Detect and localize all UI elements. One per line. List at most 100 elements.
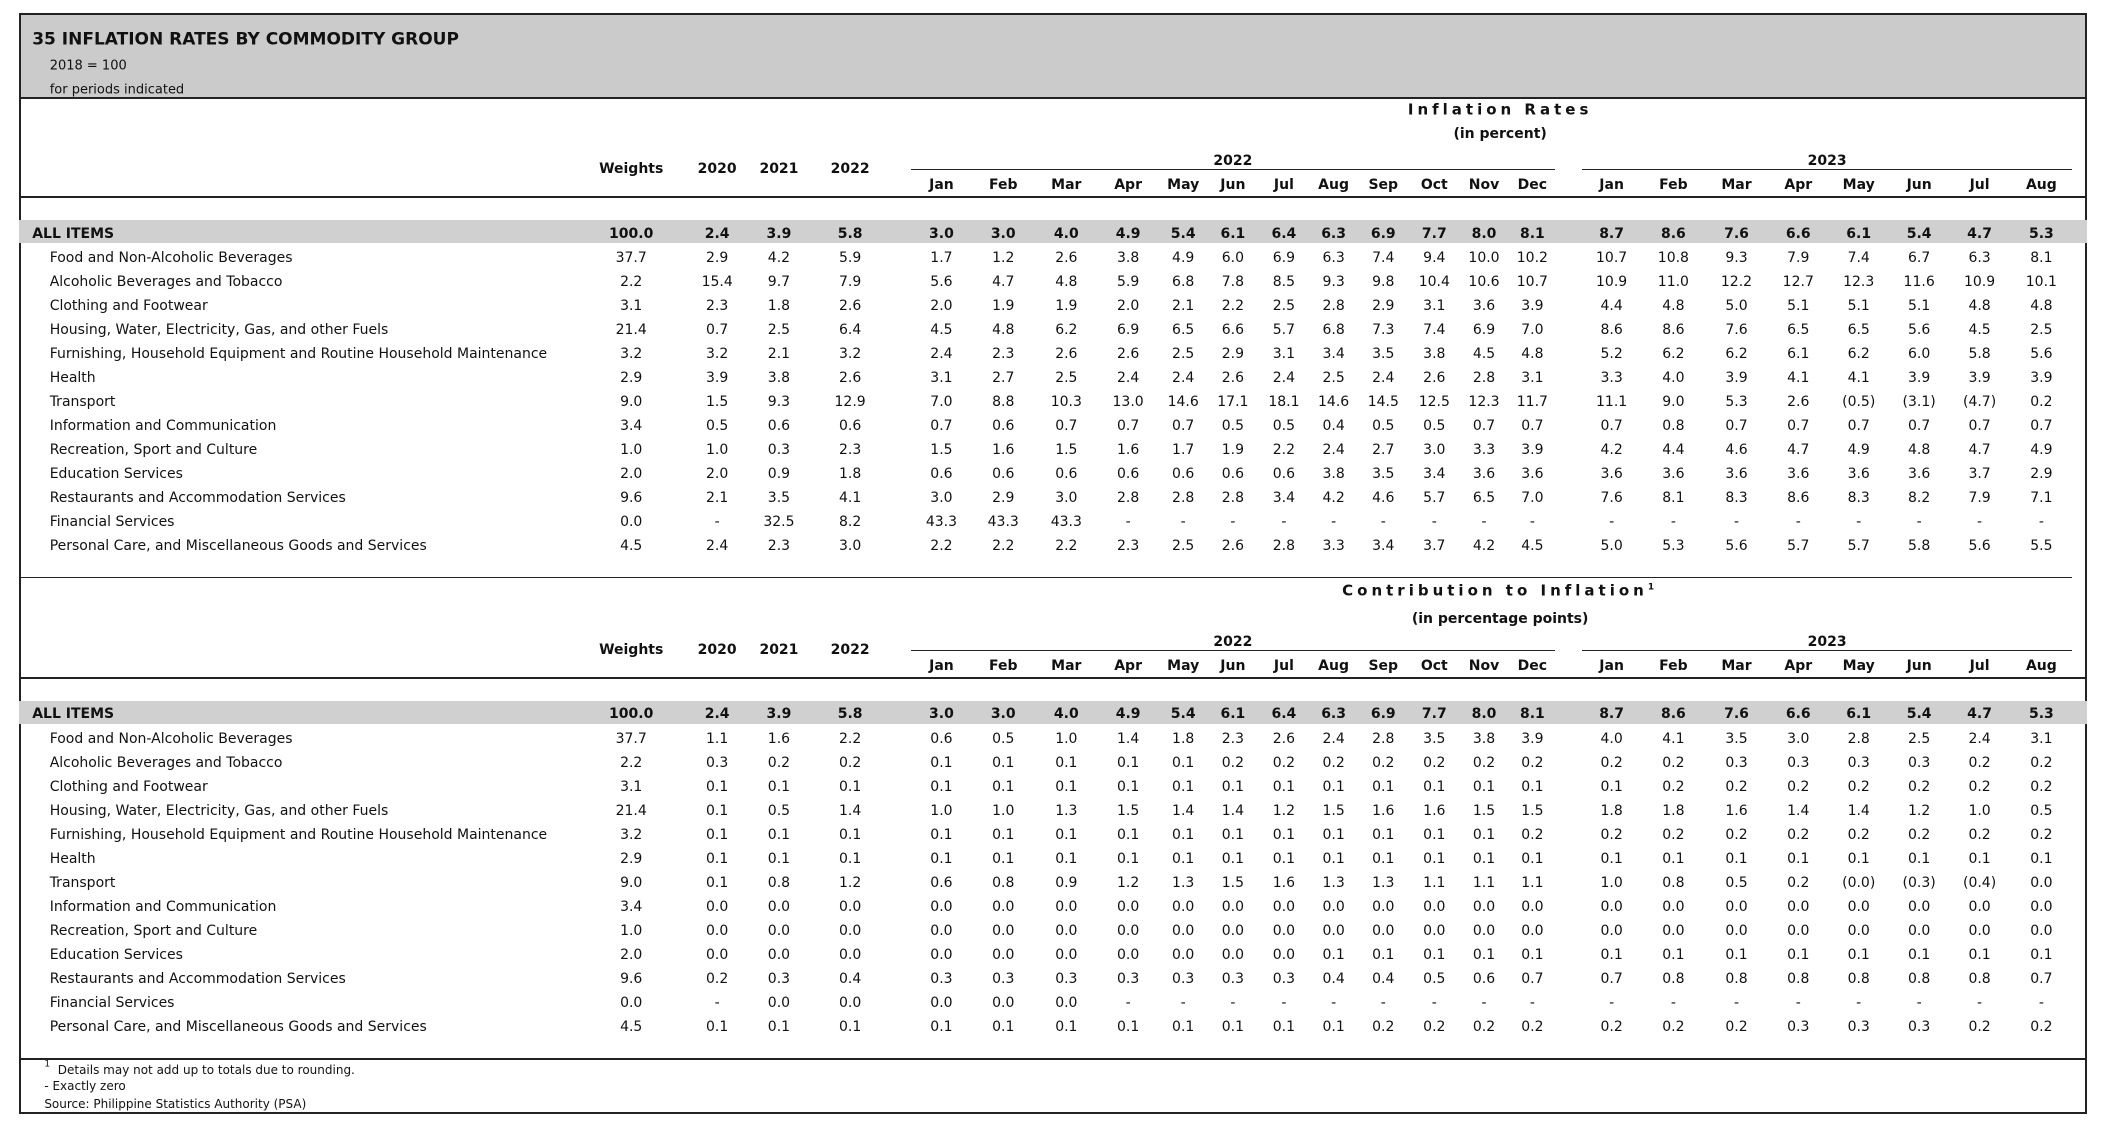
border-left bbox=[19, 13, 21, 1114]
cell: 0.3 bbox=[706, 754, 729, 771]
cell: 1.5 bbox=[1221, 874, 1244, 891]
cell: 6.0 bbox=[1908, 345, 1931, 362]
cell: 0.6 bbox=[1272, 466, 1296, 483]
cell: 0.0 bbox=[930, 946, 953, 963]
cell: 0.0 bbox=[2030, 898, 2053, 915]
cell: 0.1 bbox=[2030, 850, 2053, 867]
cell: 2.4 bbox=[1172, 369, 1195, 386]
cell: 6.2 bbox=[1847, 345, 1870, 362]
cell: - bbox=[1331, 994, 1337, 1011]
cell: 7.4 bbox=[1423, 321, 1446, 338]
cell: 43.3 bbox=[987, 514, 1019, 531]
cell: - bbox=[1481, 514, 1487, 531]
cell: 2.8 bbox=[1847, 730, 1870, 747]
year-rule bbox=[1582, 650, 2073, 651]
cell: 0.3 bbox=[1908, 1018, 1931, 1035]
cell: 0.1 bbox=[1600, 850, 1623, 867]
cell: 14.5 bbox=[1367, 393, 1399, 410]
cell: 10.6 bbox=[1468, 273, 1500, 290]
cell: 0.1 bbox=[706, 874, 729, 891]
footnote-mark: 1 bbox=[44, 1059, 51, 1070]
cell: 0.6 bbox=[1055, 466, 1078, 483]
month-head: Nov bbox=[1468, 658, 1500, 675]
cell: 0.1 bbox=[1322, 1018, 1345, 1035]
cell: 4.8 bbox=[1521, 345, 1544, 362]
cell: 100.0 bbox=[609, 225, 654, 242]
cell: 0.8 bbox=[1725, 970, 1748, 987]
cell: 8.0 bbox=[1471, 225, 1497, 242]
cell: 37.7 bbox=[615, 249, 647, 266]
cell: 2.5 bbox=[1172, 345, 1195, 362]
column-head: 2020 bbox=[697, 642, 737, 658]
cell: 2.3 bbox=[706, 297, 729, 314]
month-head: Apr bbox=[1784, 177, 1813, 194]
cell: 10.9 bbox=[1596, 273, 1628, 290]
cell: 1.1 bbox=[1521, 874, 1544, 891]
cell: 3.1 bbox=[620, 778, 643, 795]
cell: 6.9 bbox=[1116, 321, 1140, 338]
cell: 5.1 bbox=[1908, 297, 1931, 314]
cell: 3.6 bbox=[1662, 466, 1685, 483]
cell: 0.0 bbox=[1055, 994, 1078, 1011]
table-title: 35 INFLATION RATES BY COMMODITY GROUP bbox=[32, 29, 459, 50]
cell: 4.8 bbox=[1968, 297, 1991, 314]
cell: 1.9 bbox=[1221, 442, 1244, 459]
cell: 6.1 bbox=[1787, 345, 1810, 362]
cell: 0.1 bbox=[1662, 850, 1685, 867]
cell: 0.3 bbox=[1847, 1018, 1870, 1035]
cell: 0.1 bbox=[1055, 826, 1078, 843]
cell: 0.1 bbox=[1847, 946, 1870, 963]
cell: 7.4 bbox=[1847, 249, 1870, 266]
cell: 0.2 bbox=[1847, 778, 1870, 795]
cell: 1.3 bbox=[1055, 802, 1078, 819]
cell: 6.8 bbox=[1322, 321, 1345, 338]
cell: 0.1 bbox=[1968, 946, 1991, 963]
cell: 0.2 bbox=[1600, 1018, 1623, 1035]
cell: 1.6 bbox=[1423, 802, 1446, 819]
cell: 1.7 bbox=[930, 249, 953, 266]
column-head: 2020 bbox=[697, 161, 737, 178]
header-band bbox=[19, 14, 2087, 98]
cell: 5.8 bbox=[837, 225, 863, 242]
cell: 6.1 bbox=[1846, 706, 1872, 723]
cell: 0.0 bbox=[1600, 898, 1623, 915]
cell: 3.5 bbox=[767, 490, 791, 507]
cell: 1.9 bbox=[1055, 297, 1078, 314]
cell: 4.2 bbox=[1472, 538, 1496, 555]
cell: 7.6 bbox=[1725, 321, 1748, 338]
row-label: Personal Care, and Miscellaneous Goods a… bbox=[49, 538, 427, 555]
month-head: Mar bbox=[1051, 177, 1082, 194]
cell: 1.1 bbox=[1423, 874, 1446, 891]
cell: 5.1 bbox=[1847, 297, 1870, 314]
cell: - bbox=[1856, 514, 1862, 531]
cell: 0.0 bbox=[1725, 922, 1748, 939]
cell: 4.9 bbox=[1115, 706, 1141, 723]
cell: 5.7 bbox=[1787, 538, 1810, 555]
cell: 3.9 bbox=[1521, 297, 1544, 314]
cell: 6.4 bbox=[1271, 225, 1297, 242]
cell: 4.7 bbox=[1968, 442, 1991, 459]
cell: 0.1 bbox=[1725, 946, 1748, 963]
month-head: Oct bbox=[1420, 177, 1448, 194]
cell: 2.4 bbox=[1116, 369, 1140, 386]
cell: 0.9 bbox=[1055, 874, 1078, 891]
month-head: Aug bbox=[2025, 177, 2057, 194]
cell: 2.6 bbox=[1221, 538, 1244, 555]
year-head: 2022 bbox=[1213, 633, 1253, 650]
cell: 0.7 bbox=[2030, 417, 2053, 434]
cell: 4.1 bbox=[1662, 730, 1685, 747]
cell: 2.2 bbox=[1272, 442, 1296, 459]
cell: 1.4 bbox=[1172, 802, 1195, 819]
cell: 13.0 bbox=[1112, 393, 1144, 410]
cell: 2.3 bbox=[767, 538, 791, 555]
cell: 9.4 bbox=[1423, 249, 1446, 266]
cell: 2.5 bbox=[1055, 369, 1078, 386]
cell: 4.9 bbox=[2030, 442, 2053, 459]
border-right bbox=[2085, 13, 2087, 1114]
cell: 7.1 bbox=[2030, 490, 2053, 507]
cell: 2.1 bbox=[1172, 297, 1195, 314]
cell: 10.3 bbox=[1050, 393, 1082, 410]
cell: 0.4 bbox=[1322, 417, 1345, 434]
cell: 0.0 bbox=[2030, 922, 2053, 939]
cell: 0.1 bbox=[1272, 826, 1296, 843]
